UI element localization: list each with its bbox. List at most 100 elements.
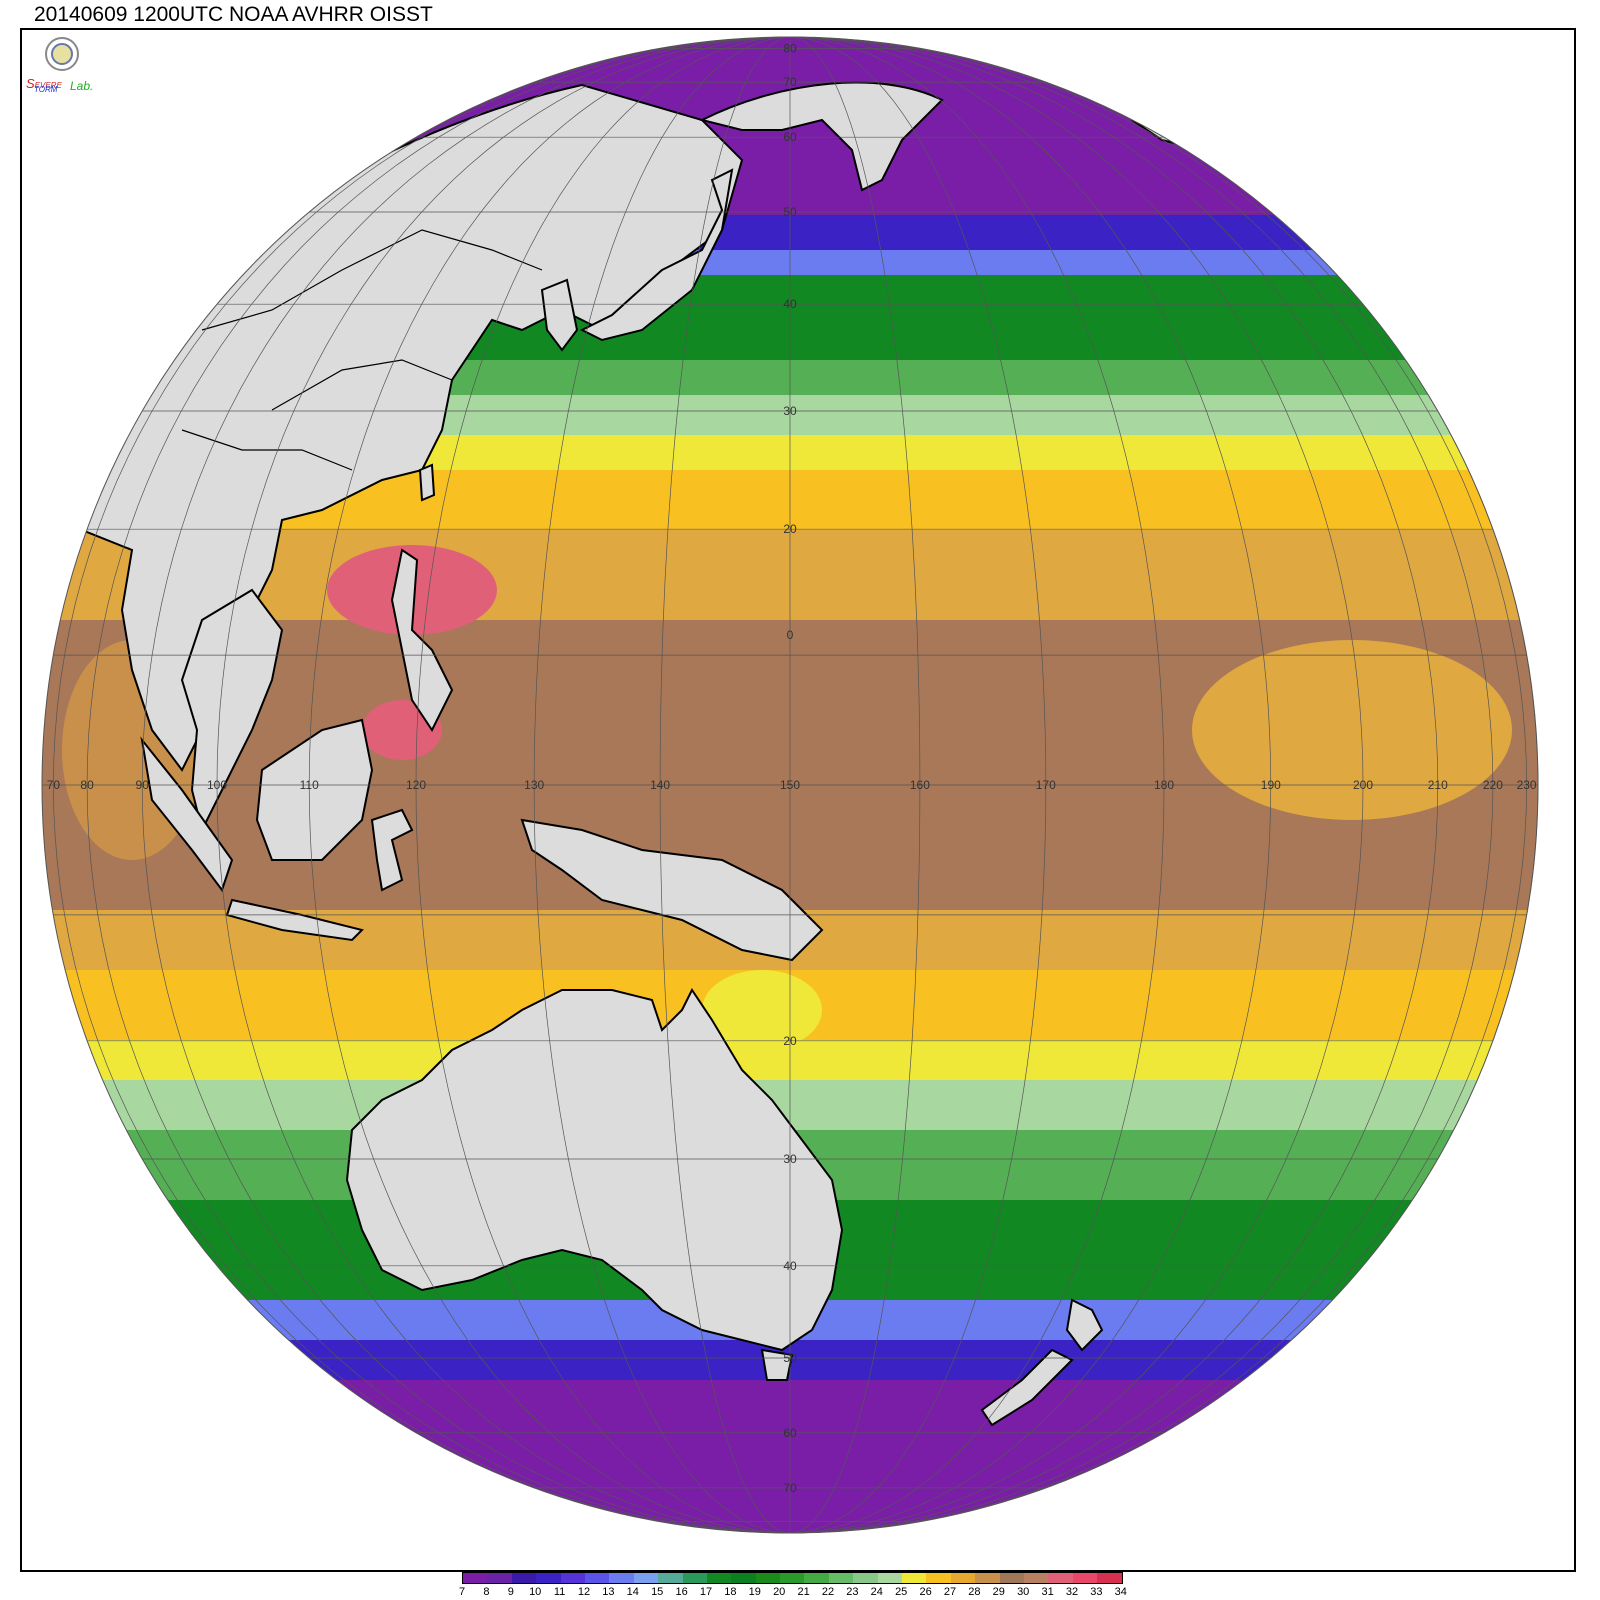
map-frame: 70 80 90 100 110 120 130 140 150 160 170 180 190 200 2…	[20, 28, 1576, 1572]
map-title: 20140609 1200UTC NOAA AVHRR OISST	[34, 3, 433, 26]
grid-label: 150	[780, 778, 800, 792]
land-borneo	[255, 718, 374, 861]
legend-label: 34	[1114, 1586, 1127, 1598]
grid-label: 30	[783, 404, 797, 418]
grid-label: 70	[783, 1481, 797, 1495]
sst-warm-patch-east-pacific	[1192, 640, 1512, 820]
sst-cool-patch-coral-sea	[702, 970, 822, 1050]
grid-label: 130	[524, 778, 544, 792]
grid-label: 220	[1483, 778, 1503, 792]
legend-label: 22	[821, 1586, 835, 1598]
legend-swatch	[609, 1573, 634, 1583]
legend-label: 9	[507, 1586, 514, 1598]
legend-label: 18	[724, 1586, 737, 1598]
legend-label: 31	[1041, 1586, 1054, 1598]
legend-swatch	[658, 1573, 683, 1583]
logo-text: SEVERE TORM Lab.	[26, 76, 93, 95]
legend-label: 23	[846, 1586, 859, 1598]
legend-swatch	[731, 1573, 756, 1583]
grid-label: 60	[783, 1426, 797, 1440]
legend-swatch	[1072, 1573, 1098, 1583]
land-philippines	[390, 548, 454, 732]
grid-label: 50	[783, 205, 797, 219]
legend-label: 25	[895, 1586, 908, 1598]
legend-label: 29	[992, 1586, 1005, 1598]
legend-swatch	[780, 1573, 805, 1583]
grid-label: 140	[650, 778, 670, 792]
legend-label: 13	[602, 1586, 615, 1598]
legend-label: 33	[1090, 1586, 1103, 1598]
grid-label: 210	[1428, 778, 1448, 792]
grid-label: 30	[783, 1152, 797, 1166]
grid-label: 70	[783, 75, 797, 89]
grid-label: 20	[783, 522, 797, 536]
graticule	[42, 36, 1539, 1534]
legend-swatch	[536, 1573, 561, 1583]
grid-label: 190	[1261, 778, 1281, 792]
legend-label: 19	[748, 1586, 761, 1598]
land-new-guinea	[520, 818, 824, 962]
land-australia	[345, 988, 844, 1352]
land-malay-sumatra	[140, 736, 234, 893]
grid-label: 20	[783, 1034, 797, 1048]
sst-band-north-polar	[42, 37, 1538, 230]
legend-swatch	[999, 1573, 1024, 1583]
land-sulawesi	[370, 808, 414, 892]
land-tasmania	[760, 1348, 794, 1381]
land-taiwan	[418, 463, 436, 502]
legend-swatch	[877, 1573, 903, 1583]
legend-swatch	[755, 1573, 781, 1583]
legend-swatch	[804, 1573, 829, 1583]
land-indochina	[180, 588, 284, 833]
grid-label: 110	[300, 778, 319, 792]
globe-map: 70 80 90 100 110 120 130 140 150 160 170 180 190 200 2…	[41, 36, 1539, 1534]
grid-label: 80	[80, 778, 94, 792]
legend-swatch	[511, 1573, 537, 1583]
legend-swatch	[1048, 1573, 1073, 1583]
land-japan	[579, 168, 734, 342]
legend-label: 26	[919, 1586, 932, 1598]
legend-label: 11	[553, 1586, 566, 1598]
grid-label: 170	[1036, 778, 1056, 792]
grid-labels: 70 80 90 100 110 120 130 140 150 160 170 180 190 200 2…	[47, 41, 1537, 1495]
legend-swatch	[463, 1573, 488, 1583]
legend-swatch	[706, 1573, 732, 1583]
legend-label: 14	[626, 1586, 639, 1598]
severe-storm-lab-logo: SEVERE TORM Lab.	[24, 36, 114, 96]
land-antarctica	[321, 1528, 1223, 1533]
land-new-zealand-south	[980, 1348, 1074, 1427]
legend-label: 28	[968, 1586, 981, 1598]
legend-swatch	[682, 1573, 707, 1583]
grid-label: 230	[1517, 778, 1537, 792]
legend-label: 10	[529, 1586, 542, 1598]
legend-label: 30	[1017, 1586, 1030, 1598]
legend-label: 8	[483, 1586, 490, 1598]
legend-swatch	[584, 1573, 610, 1583]
legend-swatch	[975, 1573, 1000, 1583]
grid-label: 80	[783, 41, 797, 55]
legend-swatch	[926, 1573, 951, 1583]
grid-label: 160	[910, 778, 930, 792]
legend-label: 32	[1065, 1586, 1079, 1598]
legend-swatch	[487, 1573, 512, 1583]
color-legend: 7 8 9 10 11 12 13 14 15 16 17 18 19 20 21 22 23 24 25 26 27 2…	[458, 1572, 1142, 1600]
grid-label: 90	[136, 778, 150, 792]
legend-swatch	[633, 1573, 659, 1583]
land-masses	[60, 81, 1223, 1533]
legend-swatch	[1023, 1573, 1049, 1583]
grid-label: 50	[783, 1351, 797, 1365]
land-new-zealand-north	[1065, 1298, 1104, 1352]
sst-band-north-cold	[42, 215, 1538, 255]
legend-label: 7	[458, 1586, 466, 1598]
legend-bar	[462, 1572, 1123, 1584]
legend-swatch	[902, 1573, 927, 1583]
grid-label: 100	[207, 778, 227, 792]
legend-swatch	[560, 1573, 585, 1583]
grid-label: 60	[783, 130, 797, 144]
grid-label: 40	[783, 297, 797, 311]
legend-label: 27	[943, 1586, 957, 1598]
legend-swatch	[853, 1573, 878, 1583]
legend-label: 17	[699, 1586, 713, 1598]
grid-label: 70	[47, 778, 61, 792]
legend-label: 12	[577, 1586, 591, 1598]
